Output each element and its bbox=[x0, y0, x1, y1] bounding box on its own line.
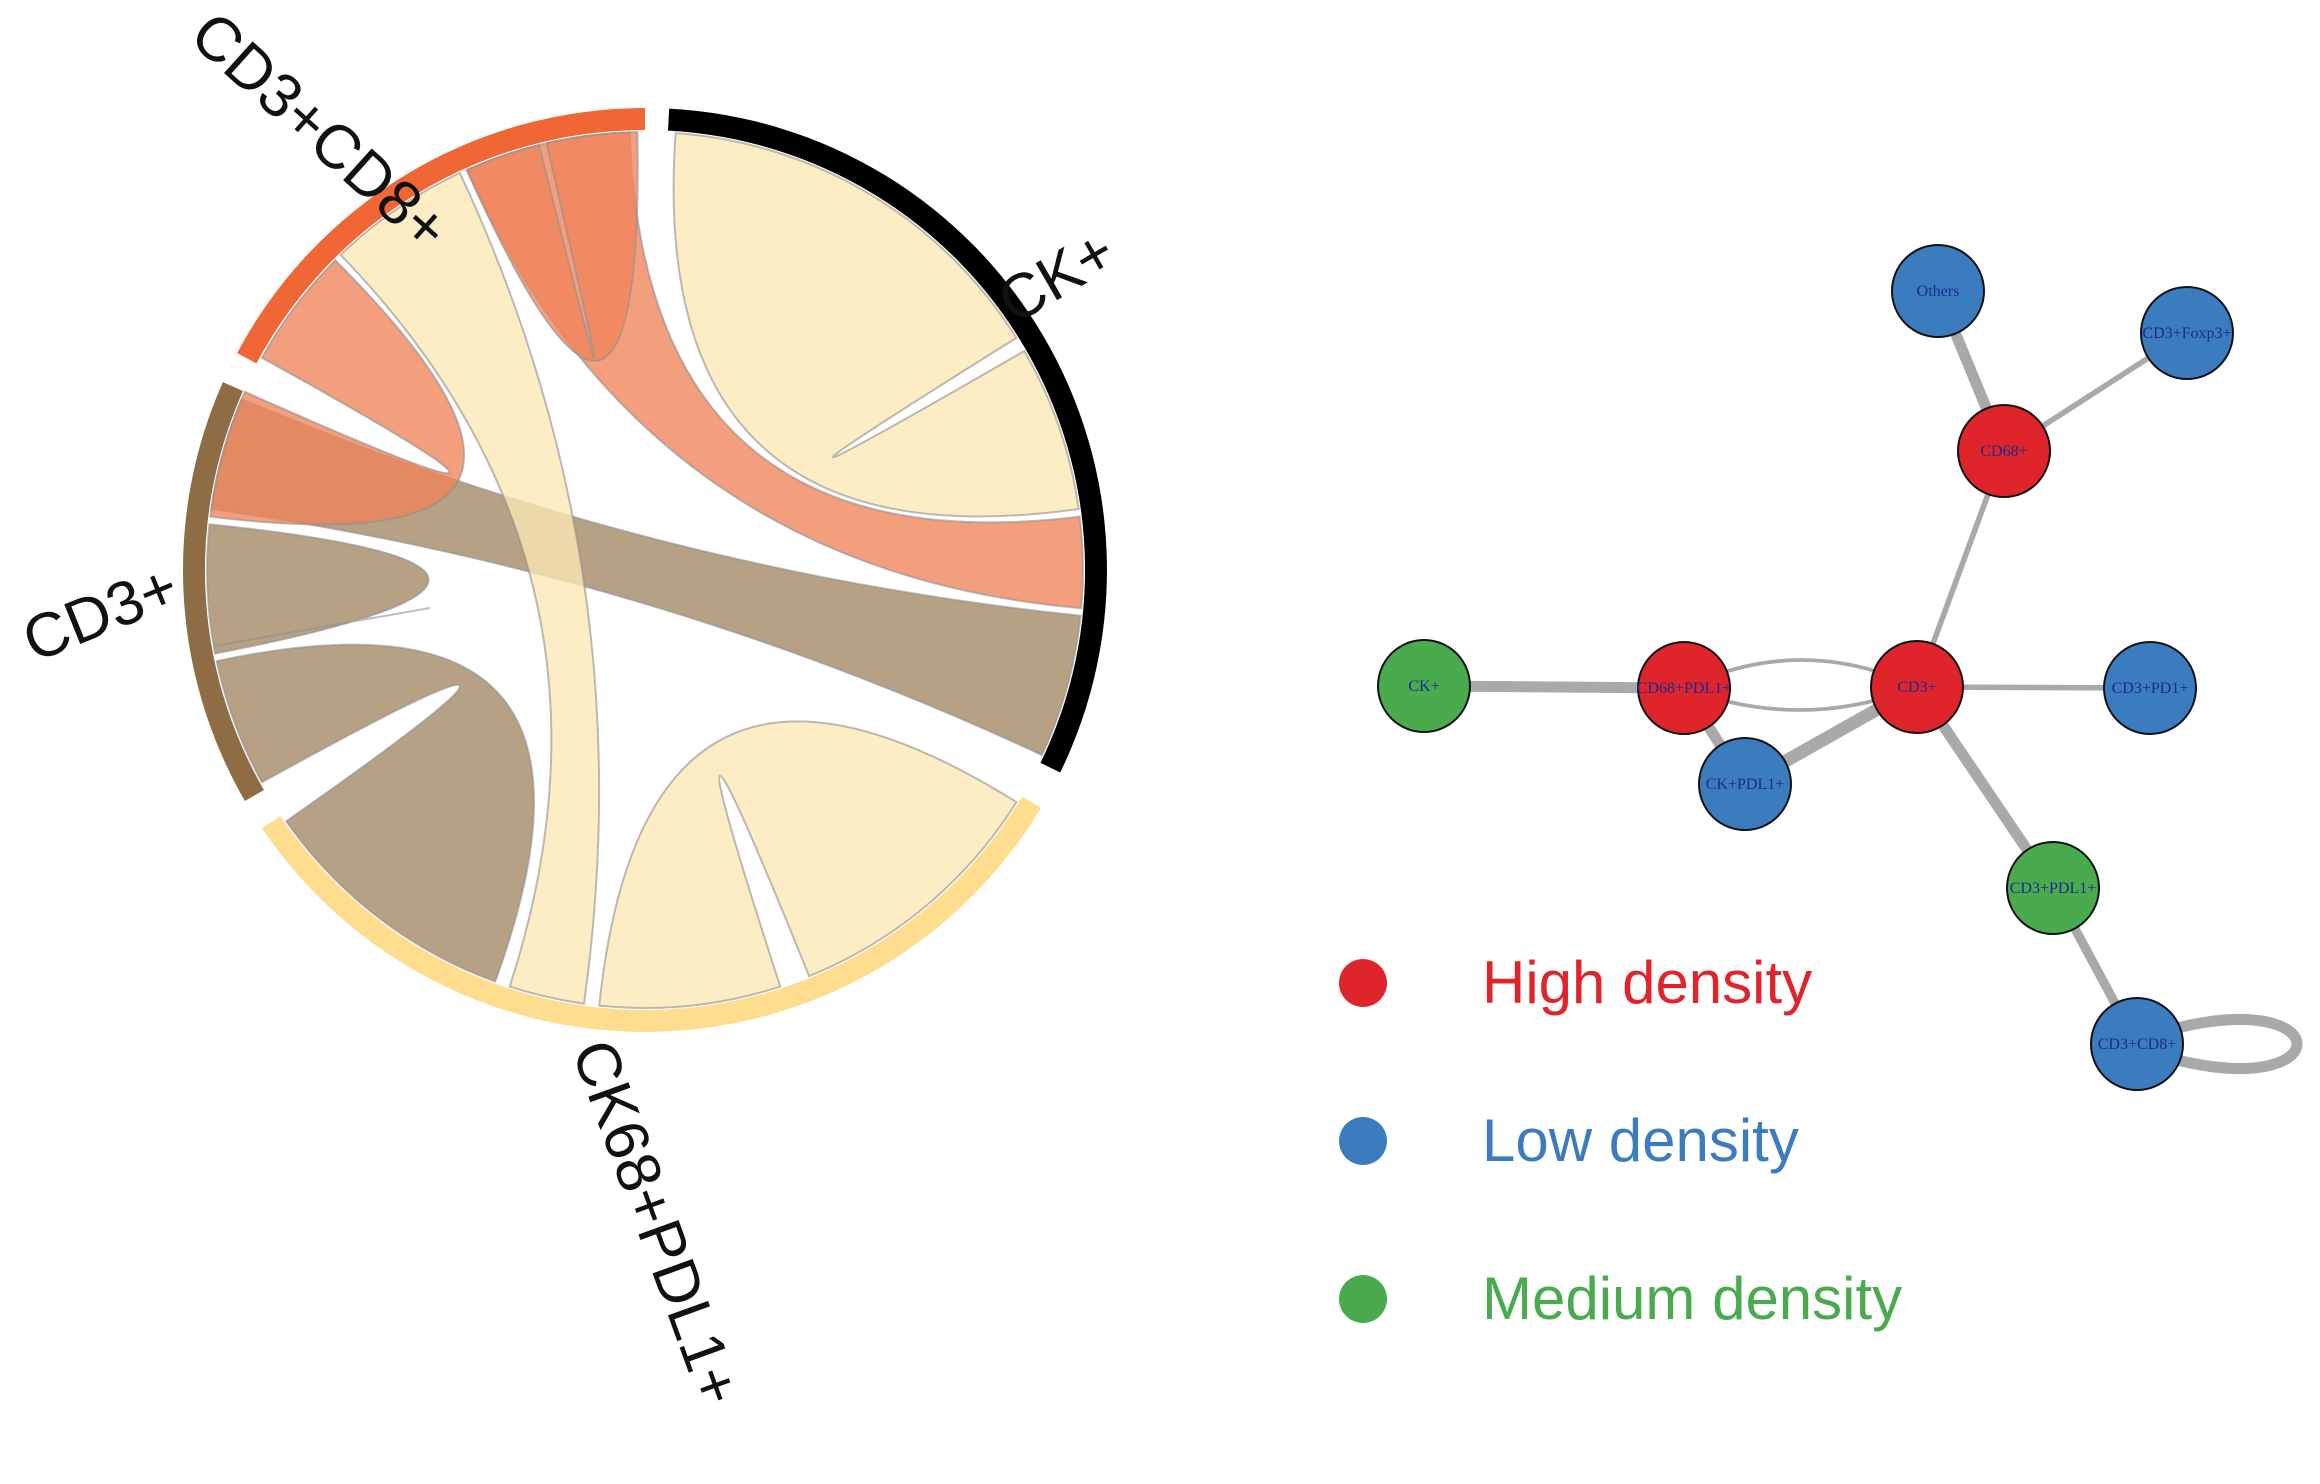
chord-sector-label-cd3: CD3+ bbox=[13, 552, 187, 676]
network-node-circle bbox=[2103, 641, 2197, 735]
chord-ribbon-ck68-cd3 bbox=[215, 643, 536, 983]
network-node-cd68: CD68+ bbox=[1957, 404, 2051, 498]
network-node-label: CK+PDL1+ bbox=[1706, 776, 1785, 793]
legend-label-low: Low density bbox=[1482, 1107, 1799, 1174]
network-node-circle bbox=[1377, 639, 1471, 733]
chord-diagram: CK+CK68+PDL1+CD3+CD3+CD8+ bbox=[13, 0, 1127, 1414]
chord-sector-arc-cd3cd8 bbox=[237, 108, 645, 364]
network-node-circle bbox=[1637, 641, 1731, 735]
chord-ribbon-cd3-cd3 bbox=[206, 523, 431, 655]
chord-ribbon-ck68-ck68 bbox=[598, 720, 1018, 1009]
legend-marker-high bbox=[1339, 959, 1387, 1007]
legend-label-medium: Medium density bbox=[1482, 1265, 1902, 1332]
network-node-cd68pdl1: CD68+PDL1+ bbox=[1637, 641, 1732, 735]
chord-ribbons bbox=[206, 131, 1084, 1009]
network-node-cd3pdl1: CD3+PDL1+ bbox=[2006, 841, 2100, 935]
network-node-label: CD3+PD1+ bbox=[2112, 680, 2189, 697]
network-node-label: CD68+PDL1+ bbox=[1637, 680, 1732, 697]
density-legend: High density Low density Medium density bbox=[1339, 949, 1902, 1332]
network-node-ck: CK+ bbox=[1377, 639, 1471, 733]
network-node-circle bbox=[1870, 640, 1964, 734]
legend-marker-medium bbox=[1339, 1275, 1387, 1323]
network-node-cd3pd1: CD3+PD1+ bbox=[2103, 641, 2197, 735]
chord-ribbon-ck-ck bbox=[672, 132, 1080, 518]
chord-ribbon-cd3cd8-cd3cd8 bbox=[465, 131, 639, 362]
network-node-ckpdl1: CK+PDL1+ bbox=[1698, 737, 1792, 831]
chord-sector-arc-ck68 bbox=[262, 796, 1041, 1032]
network-node-cd3cd8: CD3+CD8+ bbox=[2090, 997, 2184, 1091]
network-node-label: CD3+Foxp3+ bbox=[2142, 325, 2231, 342]
legend-label-high: High density bbox=[1482, 949, 1812, 1016]
chord-sector-arc-ck bbox=[668, 108, 1107, 773]
chord-ribbon-ck68-cd3cd8 bbox=[339, 171, 601, 1005]
network-node-label: CD3+PDL1+ bbox=[2010, 880, 2097, 897]
network-node-circle bbox=[2090, 997, 2184, 1091]
network-node-label: Others bbox=[1917, 283, 1960, 300]
network-node-label: CK+ bbox=[1408, 678, 1439, 695]
network-node-label: CD68+ bbox=[1980, 443, 2027, 460]
chord-sector-arcs bbox=[182, 108, 1107, 1032]
network-node-label: CD3+ bbox=[1897, 679, 1936, 696]
network-node-circle bbox=[1698, 737, 1792, 831]
network-node-others: Others bbox=[1891, 244, 1985, 338]
chord-sector-label-ck68: CK68+PDL1+ bbox=[558, 1031, 754, 1414]
network-node-circle bbox=[1957, 404, 2051, 498]
network-node-label: CD3+CD8+ bbox=[2098, 1036, 2177, 1053]
chord-sector-label-cd3cd8: CD3+CD8+ bbox=[178, 0, 462, 264]
chord-ribbon-cd3-cd3cd8 bbox=[209, 258, 466, 526]
network-edge-cd3cd8-cd3cd8 bbox=[2171, 1014, 2303, 1074]
network-node-cd3: CD3+ bbox=[1870, 640, 1964, 734]
network-node-circle bbox=[2006, 841, 2100, 935]
network-node-cd3foxp3: CD3+Foxp3+ bbox=[2140, 286, 2234, 380]
network-node-circle bbox=[2140, 286, 2234, 380]
chord-sector-arc-cd3 bbox=[182, 382, 264, 801]
legend-marker-low bbox=[1339, 1117, 1387, 1165]
network-node-circle bbox=[1891, 244, 1985, 338]
